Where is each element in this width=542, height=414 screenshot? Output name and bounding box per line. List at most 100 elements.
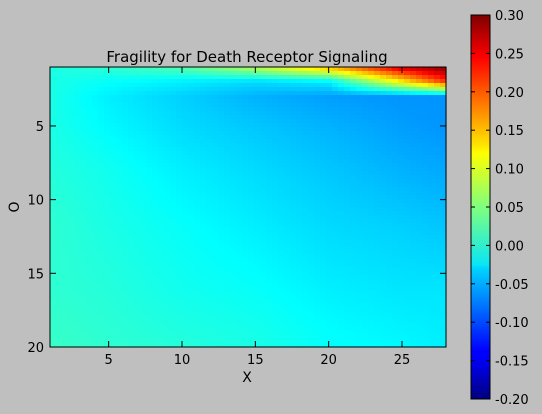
heatmap-cell: [230, 67, 237, 72]
heatmap-cell: [248, 175, 255, 180]
heatmap-cell: [140, 79, 147, 84]
heatmap-cell: [344, 299, 351, 304]
heatmap-cell: [176, 311, 183, 316]
heatmap-cell: [410, 267, 417, 272]
heatmap-cell: [128, 183, 135, 188]
heatmap-cell: [104, 167, 111, 172]
heatmap-cell: [164, 307, 171, 312]
heatmap-cell: [428, 67, 435, 72]
heatmap-cell: [68, 111, 75, 116]
heatmap-cell: [200, 295, 207, 300]
heatmap-cell: [182, 271, 189, 276]
heatmap-cell: [416, 103, 423, 108]
heatmap-cell: [248, 319, 255, 324]
heatmap-cell: [92, 331, 99, 336]
heatmap-cell: [146, 343, 153, 348]
heatmap-cell: [110, 179, 117, 184]
heatmap-cell: [266, 215, 273, 220]
heatmap-cell: [380, 267, 387, 272]
heatmap-cell: [254, 263, 261, 268]
heatmap-cell: [398, 99, 405, 104]
heatmap-cell: [74, 315, 81, 320]
heatmap-cell: [362, 163, 369, 168]
heatmap-cell: [98, 327, 105, 332]
heatmap-cell: [428, 259, 435, 264]
heatmap-cell: [218, 239, 225, 244]
heatmap-cell: [140, 135, 147, 140]
heatmap-cell: [62, 311, 69, 316]
heatmap-cell: [122, 311, 129, 316]
heatmap-cell: [182, 227, 189, 232]
heatmap-cell: [170, 259, 177, 264]
heatmap-cell: [254, 335, 261, 340]
heatmap-cell: [434, 159, 441, 164]
heatmap-cell: [56, 311, 63, 316]
heatmap-cell: [278, 283, 285, 288]
heatmap-cell: [278, 199, 285, 204]
heatmap-cell: [338, 275, 345, 280]
heatmap-cell: [50, 255, 57, 260]
heatmap-cell: [260, 299, 267, 304]
heatmap-cell: [86, 339, 93, 344]
heatmap-cell: [212, 131, 219, 136]
heatmap-cell: [434, 83, 441, 88]
heatmap-cell: [146, 279, 153, 284]
heatmap-cell: [278, 187, 285, 192]
heatmap-cell: [116, 115, 123, 120]
heatmap-cell: [212, 211, 219, 216]
heatmap-cell: [224, 271, 231, 276]
heatmap-cell: [428, 107, 435, 112]
heatmap-cell: [158, 151, 165, 156]
heatmap-cell: [50, 335, 57, 340]
heatmap-cell: [314, 151, 321, 156]
heatmap-cell: [122, 95, 129, 100]
heatmap-cell: [362, 227, 369, 232]
heatmap-cell: [320, 311, 327, 316]
heatmap-cell: [284, 79, 291, 84]
heatmap-cell: [242, 299, 249, 304]
heatmap-cell: [380, 299, 387, 304]
heatmap-cell: [164, 175, 171, 180]
heatmap-cell: [380, 239, 387, 244]
heatmap-cell: [296, 171, 303, 176]
heatmap-cell: [356, 215, 363, 220]
heatmap-cell: [194, 155, 201, 160]
heatmap-cell: [134, 179, 141, 184]
heatmap-cell: [212, 83, 219, 88]
heatmap-cell: [140, 71, 147, 76]
heatmap-cell: [254, 323, 261, 328]
heatmap-cell: [56, 135, 63, 140]
heatmap-cell: [212, 315, 219, 320]
heatmap-cell: [344, 191, 351, 196]
heatmap-cell: [326, 183, 333, 188]
heatmap-cell: [176, 191, 183, 196]
heatmap-cell: [50, 251, 57, 256]
heatmap-cell: [170, 223, 177, 228]
heatmap-cell: [134, 215, 141, 220]
heatmap-cell: [356, 211, 363, 216]
heatmap-cell: [134, 175, 141, 180]
heatmap-cell: [344, 231, 351, 236]
heatmap-cell: [122, 147, 129, 152]
heatmap-cell: [422, 231, 429, 236]
heatmap-cell: [428, 167, 435, 172]
heatmap-cell: [428, 339, 435, 344]
heatmap-cell: [170, 247, 177, 252]
heatmap-cell: [278, 215, 285, 220]
heatmap-cell: [200, 99, 207, 104]
heatmap-cell: [104, 339, 111, 344]
heatmap-cell: [104, 203, 111, 208]
heatmap-cell: [116, 255, 123, 260]
heatmap-cell: [170, 211, 177, 216]
heatmap-cell: [128, 115, 135, 120]
heatmap-cell: [194, 251, 201, 256]
heatmap-cell: [140, 191, 147, 196]
heatmap-cell: [326, 315, 333, 320]
heatmap-cell: [164, 123, 171, 128]
heatmap-cell: [242, 251, 249, 256]
heatmap-cell: [314, 303, 321, 308]
heatmap-cell: [428, 151, 435, 156]
heatmap-cell: [296, 183, 303, 188]
heatmap-cell: [416, 235, 423, 240]
heatmap-cell: [350, 339, 357, 344]
